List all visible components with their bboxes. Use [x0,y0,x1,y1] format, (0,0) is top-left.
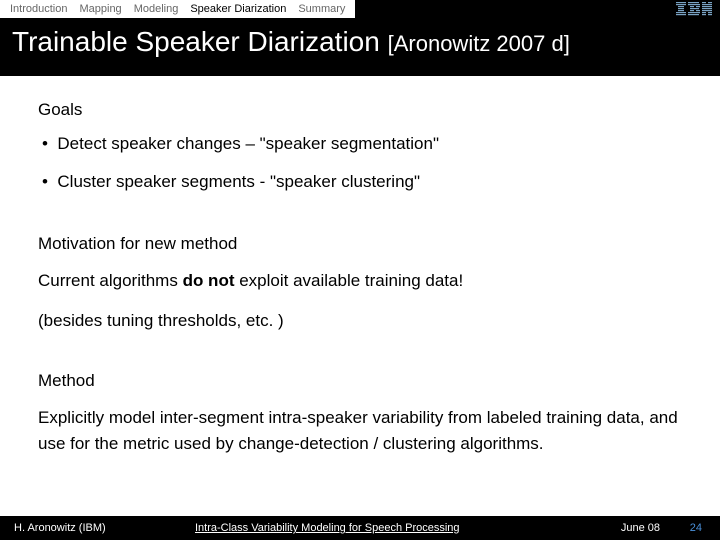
header-bar: Introduction Mapping Modeling Speaker Di… [0,0,720,18]
motivation-line-1-post: exploit available training data! [234,271,463,290]
goals-bullet-2-text: Cluster speaker segments - "speaker clus… [57,172,420,191]
motivation-heading: Motivation for new method [38,234,682,254]
page-title: Trainable Speaker Diarization [Aronowitz… [12,26,708,58]
footer-page-number: 24 [690,522,702,534]
goals-bullet-1-text: Detect speaker changes – "speaker segmen… [57,134,439,153]
footer-title: Intra-Class Variability Modeling for Spe… [175,522,621,534]
motivation-line-1-pre: Current algorithms [38,271,183,290]
motivation-line-1: Current algorithms do not exploit availa… [38,268,682,294]
breadcrumb-introduction[interactable]: Introduction [4,3,73,15]
ibm-logo-icon [676,2,712,16]
footer-date: June 08 [621,522,720,534]
content-area: Goals • Detect speaker changes – "speake… [0,76,720,456]
title-area: Trainable Speaker Diarization [Aronowitz… [0,18,720,76]
breadcrumb-mapping[interactable]: Mapping [73,3,127,15]
footer: H. Aronowitz (IBM) Intra-Class Variabili… [0,516,720,540]
method-text: Explicitly model inter-segment intra-spe… [38,405,682,456]
motivation-line-1-bold: do not [183,271,235,290]
goals-bullet-2: • Cluster speaker segments - "speaker cl… [38,172,682,192]
goals-bullet-1: • Detect speaker changes – "speaker segm… [38,134,682,154]
breadcrumb: Introduction Mapping Modeling Speaker Di… [0,0,355,18]
breadcrumb-modeling[interactable]: Modeling [128,3,185,15]
title-main: Trainable Speaker Diarization [12,26,380,57]
footer-author: H. Aronowitz (IBM) [0,522,175,534]
goals-heading: Goals [38,100,682,120]
method-heading: Method [38,371,682,391]
title-citation: [Aronowitz 2007 d] [388,31,570,56]
motivation-line-2: (besides tuning thresholds, etc. ) [38,308,682,334]
breadcrumb-speaker-diarization[interactable]: Speaker Diarization [184,3,292,15]
breadcrumb-summary[interactable]: Summary [292,3,351,15]
